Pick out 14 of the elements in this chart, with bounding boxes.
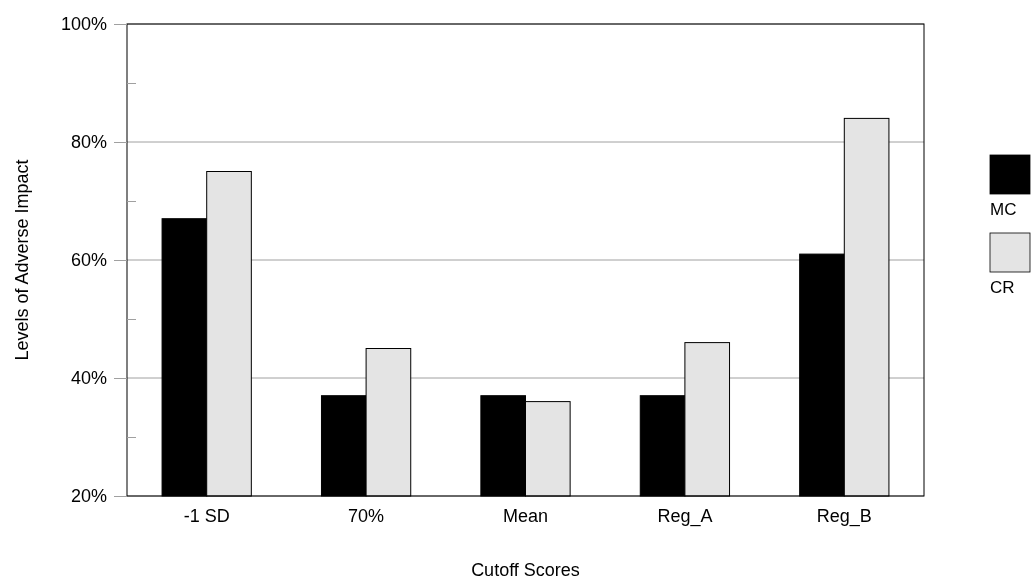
y-axis-title: Levels of Adverse Impact <box>12 159 32 361</box>
y-tick-label: 80% <box>70 132 107 153</box>
x-tick-label: Mean <box>502 506 549 527</box>
x-axis-title: Cutoff Scores <box>471 560 580 580</box>
x-tick-label: 70% <box>348 506 385 527</box>
y-tick-label: 20% <box>70 486 107 507</box>
y-tick-label: 100% <box>60 14 107 35</box>
y-tick-label: 40% <box>70 368 107 389</box>
legend-label: MC <box>990 200 1017 219</box>
x-tick-label: Reg_B <box>816 506 872 528</box>
x-tick-label: Reg_A <box>657 506 713 528</box>
x-tick-label: -1 SD <box>183 506 230 527</box>
y-tick-label: 60% <box>70 250 107 271</box>
legend-label: CR <box>990 278 1015 297</box>
